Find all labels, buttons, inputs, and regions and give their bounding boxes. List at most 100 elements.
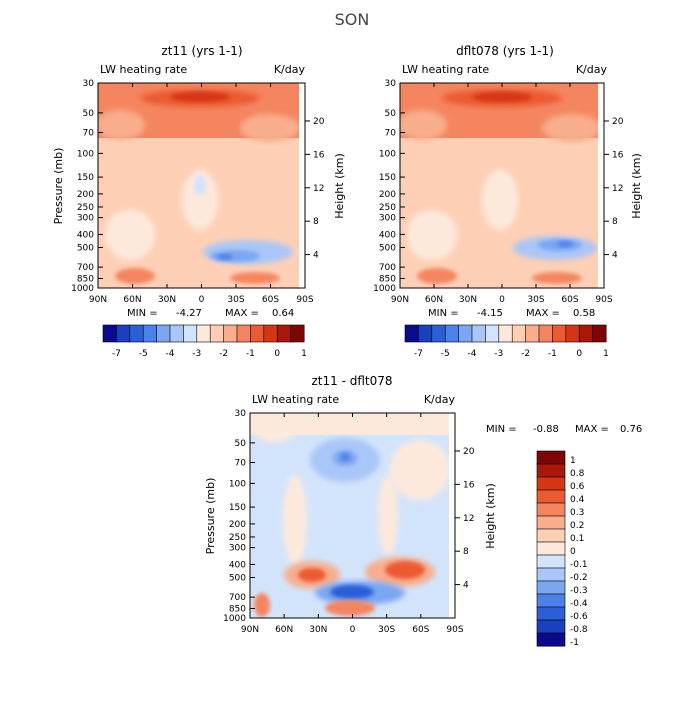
colorbar-swatch: [250, 324, 265, 343]
field-patch: [400, 110, 447, 140]
field-patch: [98, 110, 145, 140]
x-tick-label: 60S: [561, 295, 578, 305]
field-patch: [230, 272, 280, 284]
field-patch: [492, 175, 504, 195]
colorbar-label: 0.1: [570, 534, 584, 544]
min-label: MIN =: [127, 308, 158, 319]
figure-title: SON: [335, 10, 370, 29]
colorbar-swatch: [418, 324, 433, 343]
field-missing-strip: [449, 413, 455, 618]
colorbar-swatch: [536, 528, 566, 543]
colorbar-label: -3: [494, 349, 503, 359]
field-patch: [325, 600, 375, 616]
pressure-tick-label: 150: [77, 173, 94, 183]
panel-subtitle-left: LW heating rate: [252, 393, 339, 406]
colorbar-label: -0.8: [570, 625, 588, 635]
y-axis-label: Pressure (mb): [52, 148, 65, 225]
height-tick-label: 12: [612, 184, 623, 194]
colorbar-swatch: [565, 324, 580, 343]
field-patch: [115, 268, 155, 284]
colorbar-label: -5: [139, 349, 148, 359]
colorbar-label: 1: [301, 349, 307, 359]
colorbar-swatch: [129, 324, 144, 343]
pressure-tick-label: 100: [77, 149, 94, 159]
x-tick-label: 30N: [459, 295, 477, 305]
colorbar-label: 0.8: [570, 469, 585, 479]
x-tick-label: 30S: [378, 625, 395, 635]
colorbar-label: -3: [192, 349, 201, 359]
pressure-tick-label: 50: [235, 439, 247, 449]
height-tick-label: 8: [612, 217, 618, 227]
pressure-tick-label: 150: [379, 173, 396, 183]
x-tick-label: 90N: [89, 295, 107, 305]
x-tick-label: 60N: [425, 295, 443, 305]
height-tick-label: 20: [463, 447, 475, 457]
x-tick-label: 90N: [391, 295, 409, 305]
height-ticks: 20 16 12 8 4: [455, 447, 475, 591]
pressure-tick-label: 70: [83, 129, 95, 139]
max-value: 0.58: [573, 308, 595, 319]
field-min-center: [217, 254, 233, 260]
pressure-tick-label: 400: [229, 560, 246, 570]
field-patch: [378, 475, 398, 555]
colorbar-swatch: [223, 324, 238, 343]
field-patch: [542, 114, 602, 142]
pressure-tick-label: 300: [379, 214, 396, 224]
colorbar-label: -0.3: [570, 586, 588, 596]
colorbar-label: 0.3: [570, 508, 584, 518]
pressure-tick-label: 70: [385, 129, 397, 139]
colorbar-label: 0: [576, 349, 582, 359]
pressure-tick-label: 200: [229, 520, 246, 530]
height-tick-label: 12: [313, 184, 324, 194]
colorbar: 1 0.8 0.6 0.4 0.3 0.2 0.1 0 -0.1 -0.2 -0.3 -0.4 -0.6…: [536, 450, 588, 648]
field-patch: [532, 272, 582, 284]
colorbar-swatch: [536, 554, 566, 569]
colorbar-swatch: [578, 324, 594, 343]
colorbar-swatch: [102, 324, 117, 343]
max-value: 0.64: [272, 308, 294, 319]
field-top-band: [250, 413, 455, 435]
pressure-tick-label: 200: [379, 190, 396, 200]
height-ticks: 20 16 12 8 4: [305, 117, 325, 261]
colorbar-swatch: [485, 324, 500, 343]
colorbar-swatch: [536, 580, 566, 595]
panel-zt11: zt11 (yrs 1-1) LW heating rate K/day 90N…: [52, 44, 346, 359]
colorbar-swatch: [431, 324, 446, 343]
y-axis-label: Pressure (mb): [204, 478, 217, 555]
x-tick-label: 90S: [446, 625, 463, 635]
height-tick-label: 20: [612, 117, 624, 127]
pressure-tick-label: 250: [229, 533, 246, 543]
colorbar-swatch: [444, 324, 460, 343]
height-tick-label: 12: [463, 514, 474, 524]
colorbar-label: 1: [570, 456, 576, 466]
x-tick-label: 0: [350, 625, 356, 635]
max-label: MAX =: [575, 424, 609, 435]
colorbar-label: 1: [603, 349, 609, 359]
colorbar: -7 -5 -4 -3 -2 -1 0 1: [102, 324, 307, 359]
x-ticks: 90N 60N 30N 0 30S 60S 90S: [241, 413, 464, 635]
field-min-core: [330, 585, 374, 599]
x-tick-label: 30N: [158, 295, 176, 305]
height-tick-label: 4: [612, 251, 618, 261]
height-ticks: 20 16 12 8 4: [604, 117, 624, 261]
field-patch: [255, 418, 295, 442]
height-tick-label: 8: [313, 217, 319, 227]
colorbar-swatch: [536, 502, 566, 517]
colorbar: -7 -5 -4 -3 -2 -1 0 1: [404, 324, 609, 359]
x-tick-label: 30N: [309, 625, 327, 635]
max-label: MAX =: [526, 308, 560, 319]
pressure-tick-label: 250: [77, 203, 94, 213]
field-patch: [240, 114, 300, 142]
colorbar-swatch: [142, 324, 158, 343]
field-patch: [254, 593, 270, 617]
x-tick-label: 0: [199, 295, 205, 305]
panel-dflt078: dflt078 (yrs 1-1) LW heating rate K/day …: [373, 44, 643, 359]
colorbar-swatch: [536, 463, 566, 478]
y-axis-label-right: Height (km): [333, 153, 346, 219]
x-tick-label: 90N: [241, 625, 259, 635]
field-patch: [182, 170, 218, 230]
heatmap-field: [250, 413, 455, 618]
